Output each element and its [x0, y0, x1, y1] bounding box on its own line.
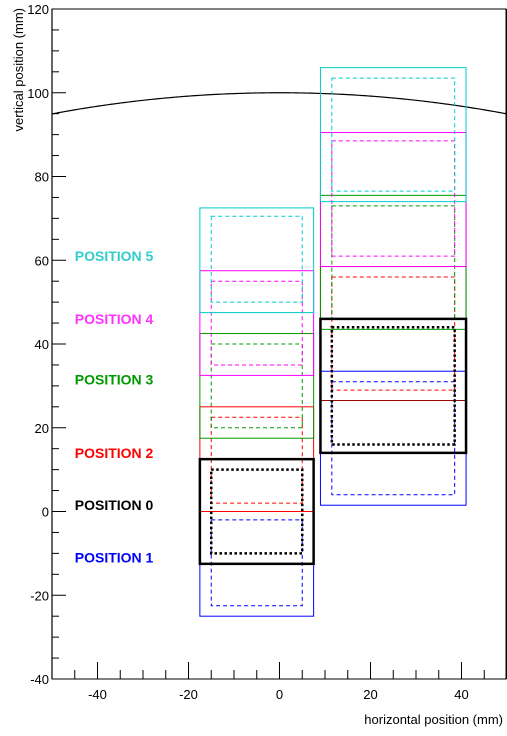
y-axis-title: vertical position (mm) — [11, 8, 26, 132]
detector-rect-17 — [332, 206, 455, 319]
y-tick-label: 40 — [35, 337, 49, 352]
detector-rect-12 — [320, 371, 466, 505]
detector-rect-20 — [320, 68, 466, 202]
position-label-2: POSITION 3 — [75, 372, 154, 388]
x-axis-title: horizontal position (mm) — [364, 712, 503, 727]
detector-rect-6 — [200, 271, 314, 376]
x-tick-label: -20 — [179, 687, 198, 702]
detector-rect-9 — [211, 216, 302, 302]
x-tick-label: 40 — [454, 687, 468, 702]
detector-rect-4 — [200, 334, 314, 439]
detector-rect-16 — [320, 195, 466, 329]
detector-rect-5 — [211, 344, 302, 428]
y-tick-label: -20 — [30, 588, 49, 603]
rect-layer — [200, 68, 466, 617]
detector-rect-22 — [320, 319, 466, 453]
y-tick-label: -40 — [30, 672, 49, 687]
beam-pipe-arc — [52, 93, 507, 114]
y-tick-label: 0 — [42, 505, 49, 520]
detector-rect-14 — [320, 267, 466, 401]
boundary-layer — [52, 9, 507, 679]
detector-rect-7 — [211, 281, 302, 365]
position-label-4: POSITION 0 — [75, 497, 154, 513]
plot-frame — [52, 9, 506, 679]
y-tick-label: 60 — [35, 253, 49, 268]
tick-layer — [52, 9, 507, 679]
x-tick-label: -40 — [88, 687, 107, 702]
y-tick-label: 20 — [35, 421, 49, 436]
position-label-layer: POSITION 5 POSITION 4 POSITION 3 POSITION 2… — [75, 248, 154, 566]
position-label-0: POSITION 5 — [75, 248, 154, 264]
position-label-5: POSITION 1 — [75, 550, 154, 566]
y-tick-label: 120 — [27, 2, 49, 17]
position-label-1: POSITION 4 — [75, 311, 154, 327]
arc-layer — [52, 93, 507, 114]
detector-rect-15 — [332, 277, 455, 390]
x-tick-label: 0 — [276, 687, 283, 702]
x-tick-label: 20 — [363, 687, 377, 702]
detector-rect-13 — [332, 382, 455, 495]
y-tick-label: 80 — [35, 170, 49, 185]
detector-rect-8 — [200, 208, 314, 313]
position-label-3: POSITION 2 — [75, 445, 154, 461]
y-tick-label: 100 — [27, 86, 49, 101]
detector-rect-19 — [332, 141, 455, 256]
detector-rect-18 — [320, 133, 466, 267]
detector-rect-23 — [332, 327, 455, 444]
